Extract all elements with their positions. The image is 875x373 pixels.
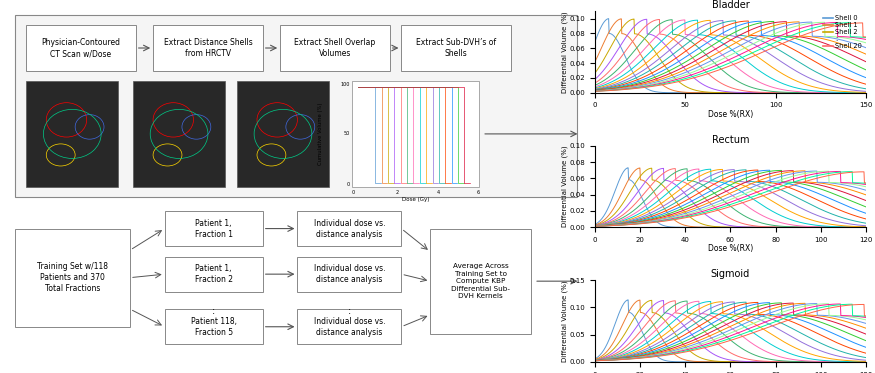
FancyBboxPatch shape — [298, 309, 402, 344]
FancyBboxPatch shape — [298, 211, 402, 246]
Legend: Shell 0, Shell 1, Shell 2, :, Shell 20: Shell 0, Shell 1, Shell 2, :, Shell 20 — [822, 15, 863, 50]
Text: 4: 4 — [438, 190, 440, 195]
FancyBboxPatch shape — [402, 25, 511, 71]
Text: Extract Sub-DVH’s of
Shells: Extract Sub-DVH’s of Shells — [416, 38, 496, 58]
FancyBboxPatch shape — [153, 25, 262, 71]
Text: Extract Distance Shells
from HRCTV: Extract Distance Shells from HRCTV — [164, 38, 252, 58]
Title: Rectum: Rectum — [711, 135, 749, 145]
Text: Extract Shell Overlap
Volumes: Extract Shell Overlap Volumes — [294, 38, 375, 58]
FancyBboxPatch shape — [298, 257, 402, 292]
Text: Patient 1,
Fraction 1: Patient 1, Fraction 1 — [195, 219, 233, 239]
Text: Training Set w/118
Patients and 370
Total Fractions: Training Set w/118 Patients and 370 Tota… — [37, 262, 108, 293]
Title: Bladder: Bladder — [711, 0, 749, 10]
Y-axis label: Differential Volume (%): Differential Volume (%) — [561, 146, 568, 227]
Text: 0: 0 — [346, 182, 349, 187]
Text: Physician-Contoured
CT Scan w/Dose: Physician-Contoured CT Scan w/Dose — [41, 38, 121, 58]
FancyBboxPatch shape — [15, 15, 578, 197]
FancyBboxPatch shape — [15, 229, 130, 327]
Text: Average Across
Training Set to
Compute KBP
Differential Sub-
DVH Kernels: Average Across Training Set to Compute K… — [452, 263, 510, 299]
FancyBboxPatch shape — [164, 309, 262, 344]
Title: Sigmoid: Sigmoid — [710, 270, 750, 279]
FancyBboxPatch shape — [26, 25, 136, 71]
Y-axis label: Differential Volume (%): Differential Volume (%) — [561, 11, 568, 93]
FancyBboxPatch shape — [353, 81, 480, 186]
Text: 0: 0 — [352, 190, 355, 195]
Text: Patient 118,
Fraction 5: Patient 118, Fraction 5 — [191, 317, 237, 337]
Text: :: : — [212, 306, 215, 316]
FancyBboxPatch shape — [133, 81, 225, 186]
Text: Individual dose vs.
distance analysis: Individual dose vs. distance analysis — [313, 219, 385, 239]
X-axis label: Dose %(RX): Dose %(RX) — [708, 110, 753, 119]
FancyBboxPatch shape — [430, 229, 531, 334]
Text: 100: 100 — [340, 82, 349, 87]
Text: 6: 6 — [477, 190, 480, 195]
Text: 50: 50 — [343, 131, 349, 137]
Text: Individual dose vs.
distance analysis: Individual dose vs. distance analysis — [313, 264, 385, 284]
FancyBboxPatch shape — [26, 81, 118, 186]
FancyBboxPatch shape — [237, 81, 329, 186]
FancyBboxPatch shape — [164, 211, 262, 246]
X-axis label: Dose %(RX): Dose %(RX) — [708, 244, 753, 253]
FancyBboxPatch shape — [280, 25, 389, 71]
Y-axis label: Differential Volume (%): Differential Volume (%) — [561, 280, 568, 362]
Text: Dose (Gy): Dose (Gy) — [402, 197, 430, 202]
FancyBboxPatch shape — [164, 257, 262, 292]
Text: Individual dose vs.
distance analysis: Individual dose vs. distance analysis — [313, 317, 385, 337]
Text: Patient 1,
Fraction 2: Patient 1, Fraction 2 — [195, 264, 233, 284]
Text: 2: 2 — [396, 190, 398, 195]
Text: Cumulative Volume (%): Cumulative Volume (%) — [318, 103, 323, 165]
Text: :: : — [347, 306, 351, 316]
